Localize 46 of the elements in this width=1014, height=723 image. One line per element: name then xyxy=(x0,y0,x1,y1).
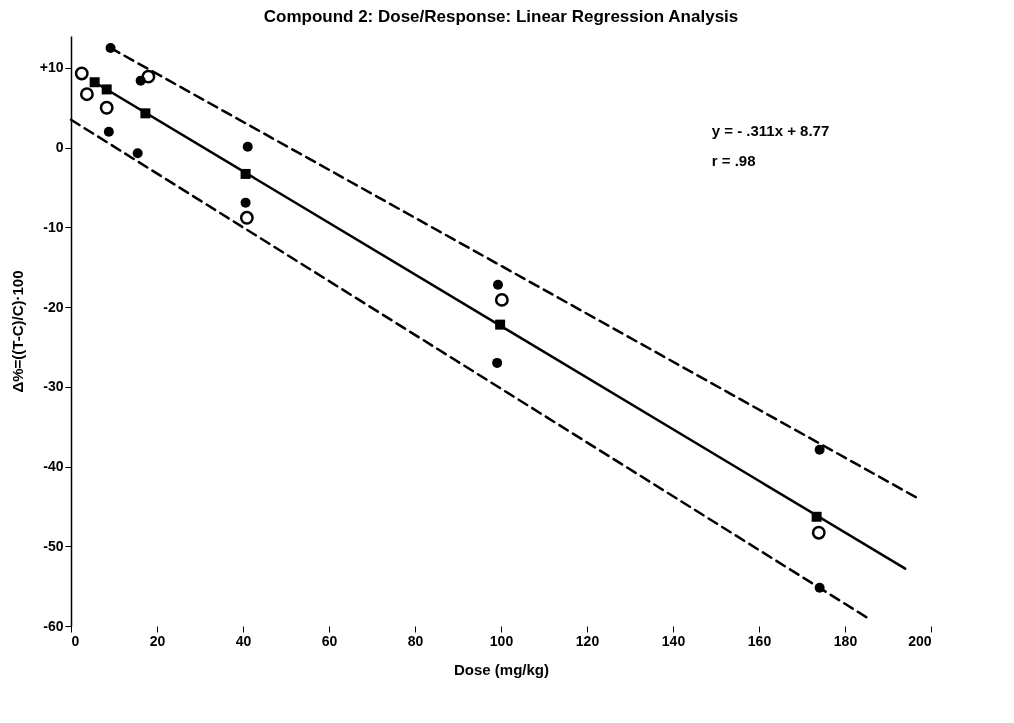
point xyxy=(79,87,94,102)
point xyxy=(101,84,112,95)
point xyxy=(814,444,825,455)
point xyxy=(811,525,826,540)
point xyxy=(242,141,253,152)
x-tick-label: 0 xyxy=(71,632,80,649)
point xyxy=(74,66,89,81)
y-tick-label: -40 xyxy=(43,458,64,475)
y-tick-label: 0 xyxy=(55,139,64,156)
x-tick-label: 60 xyxy=(321,632,338,649)
x-tick-label: 120 xyxy=(575,632,600,649)
point xyxy=(141,69,156,84)
point xyxy=(89,77,100,88)
point xyxy=(140,108,151,119)
y-tick-label: -30 xyxy=(43,378,64,395)
point xyxy=(103,126,114,137)
point xyxy=(811,511,822,522)
y-axis-title: Δ%=((T-C)/C)·100 xyxy=(8,270,26,393)
x-tick-label: 200 xyxy=(908,632,932,649)
point xyxy=(99,100,114,115)
point xyxy=(814,582,825,593)
y-tick-label: +10 xyxy=(39,59,64,76)
x-tick-label: 160 xyxy=(747,632,772,649)
y-tick-label: -10 xyxy=(43,218,64,235)
point xyxy=(105,42,116,53)
point xyxy=(492,279,503,290)
point xyxy=(240,168,251,179)
x-axis-title: Dose (mg/kg) xyxy=(453,660,550,678)
y-tick-label: -60 xyxy=(43,617,64,634)
y-tick-label: -50 xyxy=(43,537,64,554)
annotation: r = .98 xyxy=(711,152,756,169)
point xyxy=(132,148,143,159)
point xyxy=(240,197,251,208)
y-tick-label: -20 xyxy=(43,298,64,315)
point xyxy=(495,319,506,330)
x-tick-label: 40 xyxy=(235,632,252,649)
point xyxy=(492,357,503,368)
point xyxy=(239,210,254,225)
x-tick-label: 20 xyxy=(149,632,166,649)
annotation: y = - .311x + 8.77 xyxy=(711,122,830,139)
chart-title: Compound 2: Dose/Response: Linear Regression Analysis xyxy=(263,7,739,26)
point xyxy=(494,292,509,307)
x-tick-label: 180 xyxy=(833,632,858,649)
x-tick-label: 140 xyxy=(661,632,686,649)
x-tick-label: 80 xyxy=(407,632,424,649)
x-tick-label: 100 xyxy=(489,632,514,649)
